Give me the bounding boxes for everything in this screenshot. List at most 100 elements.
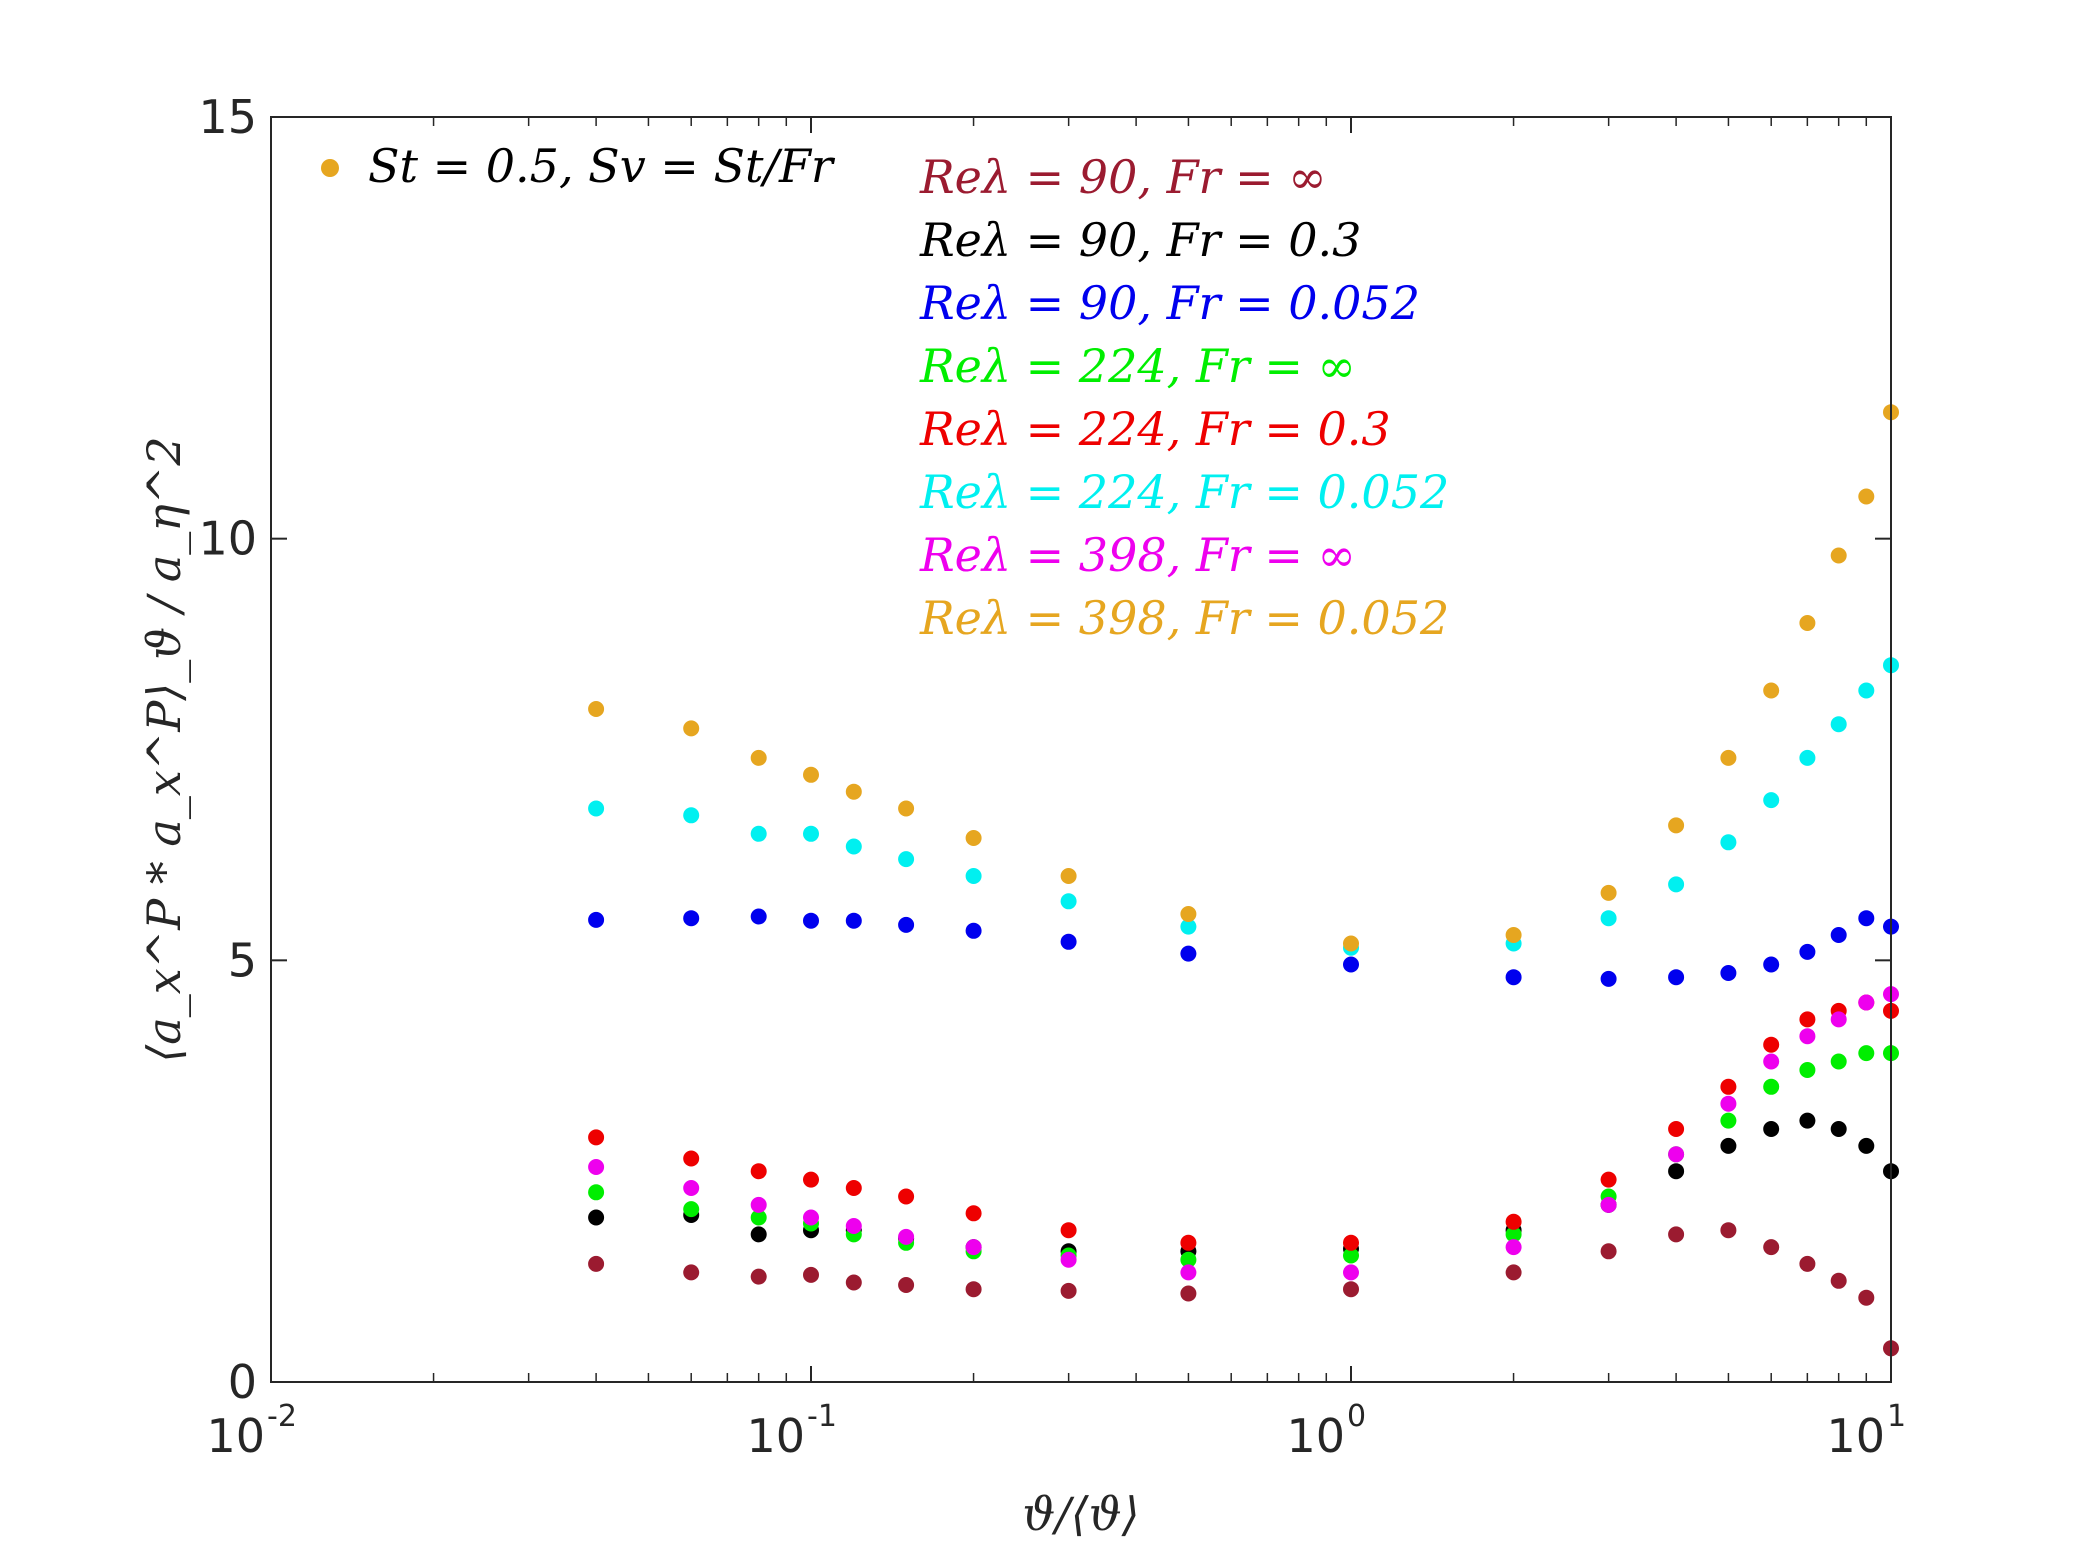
- data-point: [588, 911, 605, 928]
- data-point: [845, 783, 862, 800]
- data-point: [803, 912, 819, 929]
- data-point: [1668, 817, 1685, 834]
- data-point: [1858, 1045, 1875, 1062]
- data-point: [683, 720, 700, 737]
- data-point: [1600, 1196, 1617, 1213]
- data-point: [1720, 749, 1737, 766]
- data-point: [1060, 893, 1077, 910]
- data-point: [898, 851, 915, 868]
- data-point: [845, 1274, 862, 1291]
- data-point: [845, 1218, 862, 1234]
- legend-entry: Reλ = 398, Fr = 0.052: [919, 591, 1449, 645]
- data-point: [1763, 682, 1780, 699]
- data-point: [1180, 1285, 1197, 1302]
- data-point: [1720, 1222, 1737, 1239]
- data-point: [1505, 1226, 1522, 1243]
- data-point: [588, 1129, 605, 1146]
- legend-entry: Reλ = 224, Fr = 0.052: [919, 465, 1449, 519]
- data-point: [1799, 1062, 1816, 1078]
- data-point: [965, 922, 982, 939]
- x-tick-label: 10 0: [1286, 1399, 1366, 1463]
- y-tick-label: 5: [228, 933, 257, 987]
- data-point: [1830, 716, 1847, 733]
- legend-entry: Reλ = 398, Fr = ∞: [919, 528, 1356, 582]
- data-point: [1668, 876, 1685, 893]
- x-tick-label: 10 -1: [746, 1399, 836, 1463]
- data-point: [1799, 1028, 1816, 1045]
- y-tick-label: 15: [198, 90, 257, 144]
- data-point: [1763, 1121, 1780, 1137]
- data-point: [803, 1266, 819, 1283]
- data-point: [803, 1209, 819, 1226]
- data-point: [965, 1281, 982, 1298]
- x-axis-title: ϑ/⟨ϑ⟩: [1022, 1487, 1139, 1541]
- data-point: [750, 1268, 767, 1285]
- data-point: [1343, 1234, 1359, 1251]
- data-point: [1799, 1255, 1816, 1272]
- marker-note-text: St = 0.5, Sv = St/Fr: [368, 139, 836, 193]
- legend: St = 0.5, Sv = St/Fr Reλ = 90, Fr = ∞ Reλ …: [321, 139, 1449, 645]
- data-point: [1060, 1222, 1077, 1239]
- data-point: [1668, 969, 1685, 986]
- data-point: [803, 825, 819, 842]
- data-point: [1720, 1112, 1737, 1129]
- data-point: [803, 1171, 819, 1188]
- data-point: [965, 868, 982, 884]
- data-point: [1600, 970, 1617, 987]
- data-point: [588, 1209, 605, 1226]
- data-point: [1668, 1226, 1685, 1243]
- data-point: [750, 908, 767, 925]
- data-point: [898, 800, 915, 817]
- data-point: [1720, 1078, 1737, 1095]
- data-point: [1830, 1053, 1847, 1070]
- data-point: [1830, 547, 1847, 564]
- data-point: [750, 825, 767, 842]
- data-point: [588, 1159, 605, 1175]
- legend-entry: Reλ = 90, Fr = 0.3: [919, 213, 1361, 267]
- data-point: [588, 701, 605, 717]
- data-point: [1858, 1289, 1875, 1306]
- x-tick-base: 10: [1826, 1409, 1885, 1463]
- data-point: [1830, 1011, 1847, 1028]
- y-axis-title: ⟨a_x^P * a_x^P⟩_ϑ / a_η^2: [137, 436, 191, 1062]
- data-point: [588, 1255, 605, 1272]
- data-point: [845, 1180, 862, 1196]
- data-point: [683, 1264, 700, 1281]
- data-point: [1505, 1213, 1522, 1230]
- data-point: [1858, 1137, 1875, 1154]
- data-point: [1763, 1053, 1780, 1070]
- data-point: [965, 830, 982, 846]
- x-tick-base: 10: [746, 1409, 805, 1463]
- data-point: [1858, 682, 1875, 699]
- data-point: [750, 1196, 767, 1213]
- legend-entry: Reλ = 90, Fr = ∞: [919, 150, 1327, 204]
- data-point: [1180, 1264, 1197, 1281]
- data-point: [1720, 1095, 1737, 1112]
- data-point: [1180, 906, 1197, 922]
- data-point: [1060, 1282, 1077, 1299]
- data-point: [1799, 943, 1816, 960]
- data-point: [845, 912, 862, 929]
- data-point: [1600, 910, 1617, 927]
- data-point: [1505, 1264, 1522, 1281]
- marks-layer: [588, 404, 1899, 1357]
- legend-entry: Reλ = 224, Fr = 0.3: [919, 402, 1391, 456]
- data-point: [803, 766, 819, 783]
- data-point: [750, 1163, 767, 1180]
- data-point: [1720, 965, 1737, 981]
- data-point: [1763, 1239, 1780, 1256]
- data-point: [1858, 488, 1875, 505]
- data-point: [1799, 749, 1816, 766]
- data-point: [750, 1226, 767, 1243]
- data-point: [1343, 935, 1359, 952]
- data-point: [588, 1184, 605, 1201]
- ticks-layer: [270, 116, 1892, 1383]
- data-point: [1799, 615, 1816, 631]
- y-tick-label: 0: [228, 1355, 257, 1409]
- data-point: [1600, 1243, 1617, 1260]
- data-point: [1668, 1163, 1685, 1180]
- data-point: [1830, 1121, 1847, 1137]
- legend-entry: Reλ = 90, Fr = 0.052: [919, 276, 1420, 330]
